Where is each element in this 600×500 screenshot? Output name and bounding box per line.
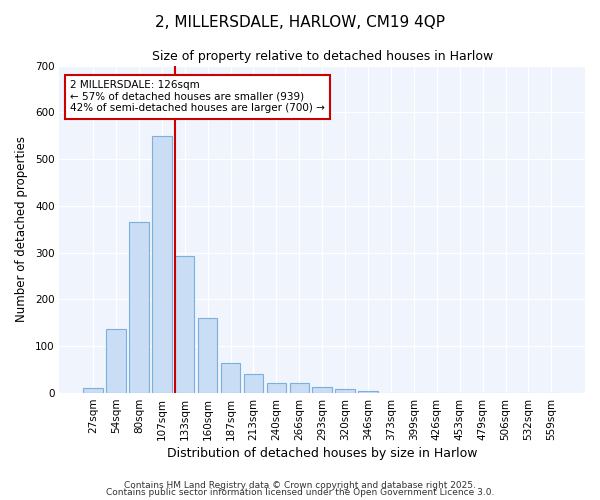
Bar (106, 328, 126, 393)
Text: 2 MILLERSDALE: 126sqm
← 57% of detached houses are smaller (939)
42% of semi-det: 2 MILLERSDALE: 126sqm ← 57% of detached … (70, 80, 325, 114)
X-axis label: Distribution of detached houses by size in Harlow: Distribution of detached houses by size … (167, 447, 478, 460)
Bar (221, 362, 240, 393)
Bar (83, 388, 103, 393)
Bar (266, 383, 286, 393)
Bar (198, 318, 217, 393)
Y-axis label: Number of detached properties: Number of detached properties (15, 136, 28, 322)
Text: Contains public sector information licensed under the Open Government Licence 3.: Contains public sector information licen… (106, 488, 494, 497)
Text: 2, MILLERSDALE, HARLOW, CM19 4QP: 2, MILLERSDALE, HARLOW, CM19 4QP (155, 15, 445, 30)
Bar (152, 136, 172, 393)
Bar (244, 374, 263, 393)
Text: Contains HM Land Registry data © Crown copyright and database right 2025.: Contains HM Land Registry data © Crown c… (124, 480, 476, 490)
Bar (313, 387, 332, 393)
Title: Size of property relative to detached houses in Harlow: Size of property relative to detached ho… (152, 50, 493, 63)
Bar (335, 390, 355, 393)
Bar (358, 391, 378, 393)
Bar (290, 383, 309, 393)
Bar (129, 222, 149, 393)
Bar (175, 256, 194, 393)
